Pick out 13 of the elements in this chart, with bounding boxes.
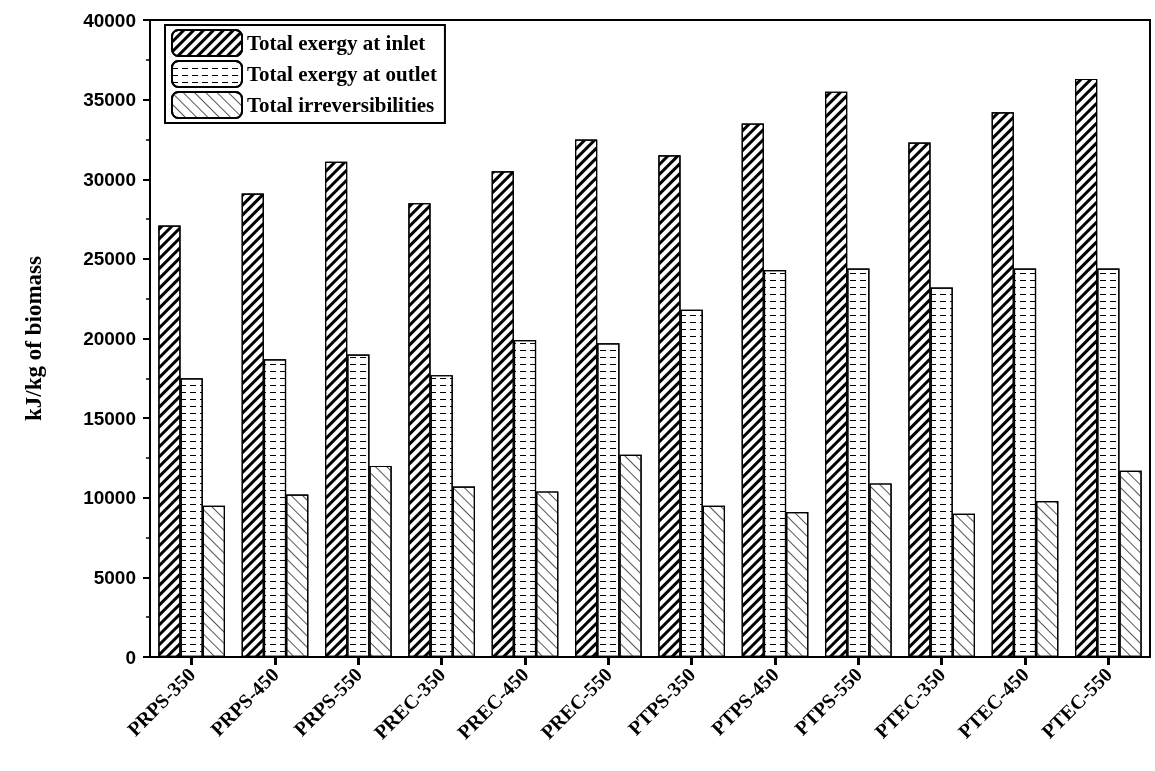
y-axis-title: kJ/kg of biomass bbox=[21, 256, 46, 421]
y-tick-label: 0 bbox=[125, 646, 136, 668]
y-tick-label: 5000 bbox=[93, 566, 136, 588]
y-tick-label: 35000 bbox=[83, 89, 136, 111]
y-tick-label: 20000 bbox=[83, 328, 136, 349]
legend-label: Total exergy at outlet bbox=[247, 62, 437, 86]
legend-label: Total irreversibilities bbox=[247, 93, 435, 117]
y-tick-label: 10000 bbox=[83, 487, 136, 509]
y-tick-label: 25000 bbox=[83, 248, 136, 270]
y-tick-label: 40000 bbox=[83, 9, 136, 31]
y-tick-label: 30000 bbox=[83, 168, 136, 190]
y-tick-label: 15000 bbox=[83, 407, 136, 429]
legend-label: Total exergy at inlet bbox=[247, 31, 426, 55]
